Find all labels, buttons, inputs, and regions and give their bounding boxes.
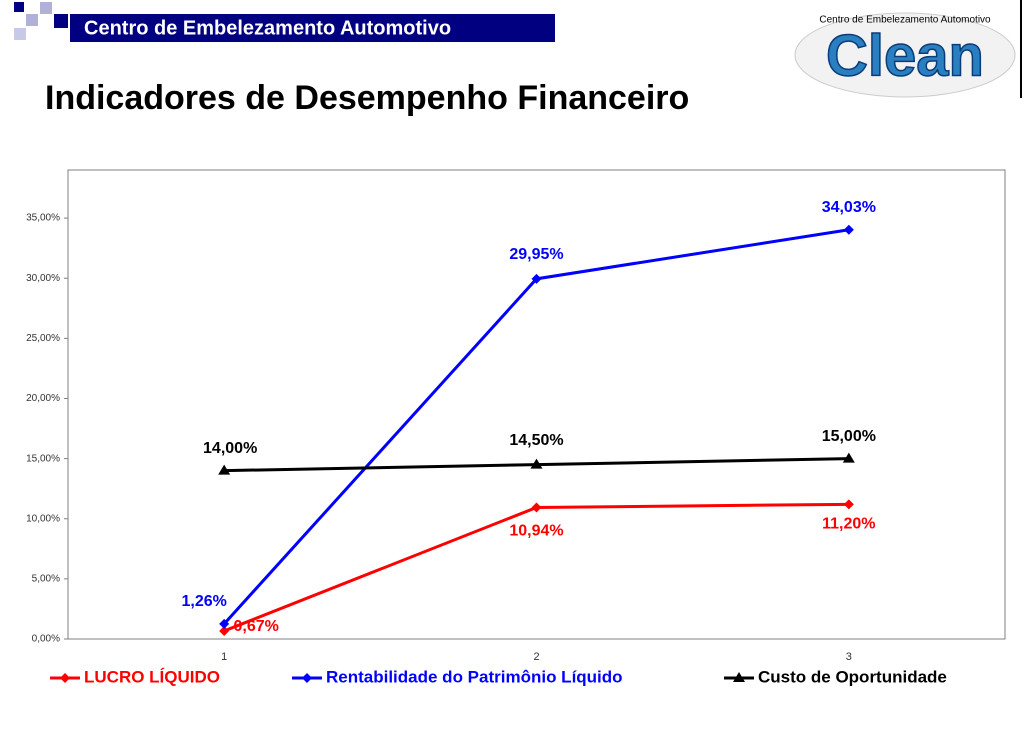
legend-item: Rentabilidade do Patrimônio Líquido xyxy=(292,667,623,686)
deco-square xyxy=(40,2,52,14)
data-label: 14,00% xyxy=(203,440,257,457)
deco-square xyxy=(14,28,26,40)
x-tick-label: 2 xyxy=(533,651,539,663)
y-tick-label: 10,00% xyxy=(26,513,60,524)
data-label: 0,67% xyxy=(233,618,278,635)
marker xyxy=(531,502,542,513)
marker xyxy=(219,618,230,629)
legend-item: Custo de Oportunidade xyxy=(724,667,947,686)
marker xyxy=(219,625,230,636)
data-label: 34,03% xyxy=(822,199,876,216)
data-label: 15,00% xyxy=(822,428,876,445)
legend-item: LUCRO LÍQUIDO xyxy=(50,667,220,686)
marker xyxy=(843,224,854,235)
legend-label: Rentabilidade do Patrimônio Líquido xyxy=(326,667,623,686)
data-label: 1,26% xyxy=(181,593,226,610)
data-label: 11,20% xyxy=(822,516,875,533)
data-label: 14,50% xyxy=(509,432,563,449)
data-label: 29,95% xyxy=(509,246,563,263)
x-tick-label: 1 xyxy=(221,651,227,663)
marker xyxy=(843,499,854,510)
chart: 0,00% 5,00% 10,00% 15,00% 20,00% 25,00% 30,00%… xyxy=(26,169,1006,686)
y-tick-label: 5,00% xyxy=(32,574,60,585)
legend-marker xyxy=(302,673,312,683)
logo-bg xyxy=(794,12,1016,98)
plot-area xyxy=(67,169,1006,640)
y-tick-label: 30,00% xyxy=(26,273,60,284)
y-tick-label: 20,00% xyxy=(26,393,60,404)
y-tick-label: 15,00% xyxy=(26,453,60,464)
x-tick-label: 3 xyxy=(846,651,852,663)
marker xyxy=(531,273,542,284)
legend-label: Custo de Oportunidade xyxy=(758,667,947,686)
legend-marker xyxy=(733,672,745,682)
marker xyxy=(218,464,231,475)
deco-square xyxy=(26,14,38,26)
y-tick-label: 0,00% xyxy=(32,634,60,645)
legend-marker xyxy=(60,673,70,683)
legend-label: LUCRO LÍQUIDO xyxy=(84,667,220,686)
y-tick-label: 35,00% xyxy=(26,213,60,224)
header-bar xyxy=(70,14,555,42)
company-name: Centro de Embelezamento Automotivo xyxy=(84,17,451,39)
logo-tagline: Centro de Embelezamento Automotivo xyxy=(819,15,991,26)
deco-square xyxy=(14,2,24,12)
data-label: 10,94% xyxy=(509,523,563,540)
deco-square xyxy=(54,14,68,28)
logo-text: Clean xyxy=(826,23,984,88)
marker xyxy=(842,452,855,463)
marker xyxy=(530,458,543,469)
slide-title: Indicadores de Desempenho Financeiro xyxy=(45,79,689,117)
y-tick-label: 25,00% xyxy=(26,333,60,344)
